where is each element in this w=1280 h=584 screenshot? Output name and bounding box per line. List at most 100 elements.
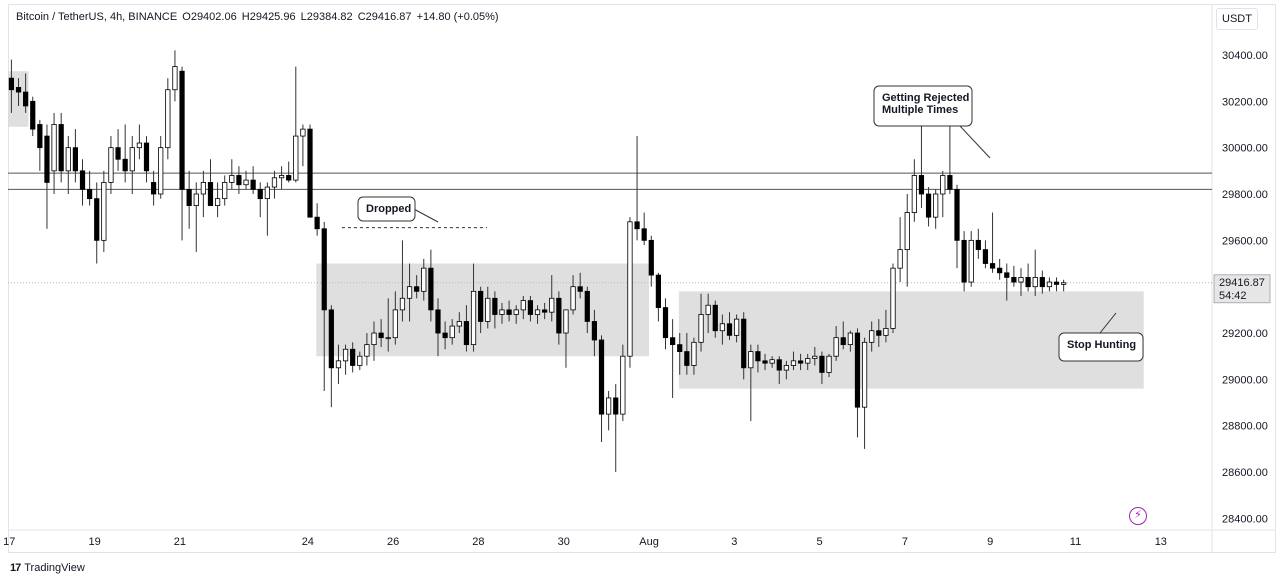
y-tick-label: 28400.00 [1222, 513, 1268, 525]
candle-body [805, 358, 811, 364]
callout-stop-hunting-box [1058, 332, 1144, 362]
currency-button[interactable]: USDT [1216, 8, 1258, 30]
candle-body [705, 304, 711, 315]
candle-body [15, 87, 22, 93]
candle-body [769, 359, 775, 364]
legend-high: H29425.96 [241, 11, 296, 23]
callout-dropped-text: Dropped [366, 203, 411, 215]
candle-body [222, 182, 228, 200]
candle-body [577, 286, 583, 292]
candle-body [65, 147, 71, 172]
candle-body [293, 135, 299, 181]
y-tick-label: 30200.00 [1222, 96, 1268, 108]
legend-symbol: Bitcoin / TetherUS, 4h, BINANCE [16, 11, 178, 23]
candle-body [94, 198, 100, 241]
candle-body [513, 309, 519, 315]
candle-body [634, 221, 640, 230]
price-tag-box [1213, 274, 1271, 304]
candle-body [712, 304, 718, 332]
y-tick-label: 28800.00 [1222, 421, 1268, 433]
candle-body [392, 309, 398, 339]
candle-body [947, 175, 953, 190]
candle-body [143, 142, 150, 172]
candle-body [890, 267, 896, 329]
candle-body [350, 348, 356, 366]
price-tag-price: 29416.87 [1219, 277, 1265, 289]
candle-body [307, 128, 313, 218]
candle-body [897, 249, 903, 269]
candle-body [414, 286, 420, 292]
candle-body [328, 309, 334, 369]
candle-body [271, 177, 278, 188]
candle-body [357, 355, 363, 366]
candle-body [1046, 281, 1053, 288]
x-tick-label: 3 [731, 536, 737, 548]
footer-brand: TradingView [24, 562, 85, 574]
candle-body [478, 290, 484, 322]
candle-body [762, 360, 768, 364]
candle-body [314, 216, 320, 230]
candle-body [200, 182, 206, 195]
candle-body [179, 70, 185, 190]
candle-body [172, 66, 178, 91]
candle-body [684, 351, 690, 366]
candle-body [975, 239, 981, 251]
candle-body [229, 175, 235, 183]
candle-body [442, 332, 448, 339]
candle-body [30, 100, 36, 130]
candle-body [492, 297, 498, 315]
candle-body [456, 321, 462, 327]
candle-body [662, 307, 669, 339]
candle-body [549, 297, 555, 313]
y-tick-label: 29600.00 [1222, 235, 1268, 247]
candle-body [584, 290, 590, 322]
candle-body [748, 351, 754, 369]
candle-body [755, 351, 761, 362]
candle-body [534, 309, 541, 315]
candle-body [1004, 272, 1010, 278]
candle-body [421, 267, 427, 292]
candle-body [470, 290, 477, 346]
candle-body [570, 286, 576, 311]
candle-body [733, 318, 740, 336]
candle-body [961, 239, 967, 283]
candle-body [819, 355, 825, 373]
candle-body [556, 297, 562, 334]
candle-body [918, 175, 925, 195]
candle-body [1039, 277, 1045, 288]
candle-body [1053, 281, 1060, 285]
candle-body [606, 397, 612, 415]
candle-body [158, 147, 164, 195]
candle-body [58, 124, 64, 172]
x-tick-label: 17 [3, 536, 15, 548]
candle-body [385, 337, 391, 340]
candle-body [641, 228, 647, 241]
legend-change: +14.80 (+0.05%) [416, 11, 499, 23]
lightning-icon[interactable]: ⚡ [1129, 507, 1147, 525]
candle-body [783, 365, 789, 371]
candle-body [1011, 277, 1017, 283]
y-tick-label: 29200.00 [1222, 328, 1268, 340]
candle-body [186, 188, 192, 206]
tradingview-logo-icon: 17 [10, 562, 21, 574]
candle-body [122, 158, 128, 172]
candle-body [399, 297, 406, 311]
candle-body [485, 297, 491, 322]
candle-body [321, 228, 327, 311]
candle-body [620, 355, 626, 415]
candle-body [257, 188, 263, 200]
candle-body [997, 267, 1003, 274]
candle-body [72, 147, 79, 172]
candle-body [968, 239, 974, 283]
candle-body [8, 77, 15, 91]
candle-body [826, 355, 832, 373]
x-tick-label: 13 [1155, 536, 1167, 548]
x-tick-label: 26 [387, 536, 399, 548]
candle-body [812, 355, 818, 359]
candle-body [136, 142, 142, 149]
y-tick-label: 30400.00 [1222, 50, 1268, 62]
candle-body [719, 323, 725, 332]
candle-body [840, 337, 846, 346]
candle-body [598, 339, 605, 415]
